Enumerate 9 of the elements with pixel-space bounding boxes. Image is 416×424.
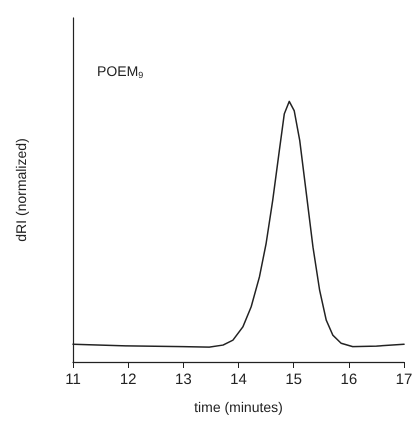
x-tick-label: 11 [65,371,81,388]
x-tick-label: 17 [396,371,412,388]
x-axis-title: time (minutes) [194,399,283,415]
y-axis-title: dRI (normalized) [13,138,29,242]
x-tick-label: 14 [230,371,247,388]
x-tick-label: 13 [174,371,192,388]
x-tick-label: 15 [285,371,302,388]
x-tick-label: 16 [340,371,358,388]
x-tick-label: 12 [120,371,137,388]
